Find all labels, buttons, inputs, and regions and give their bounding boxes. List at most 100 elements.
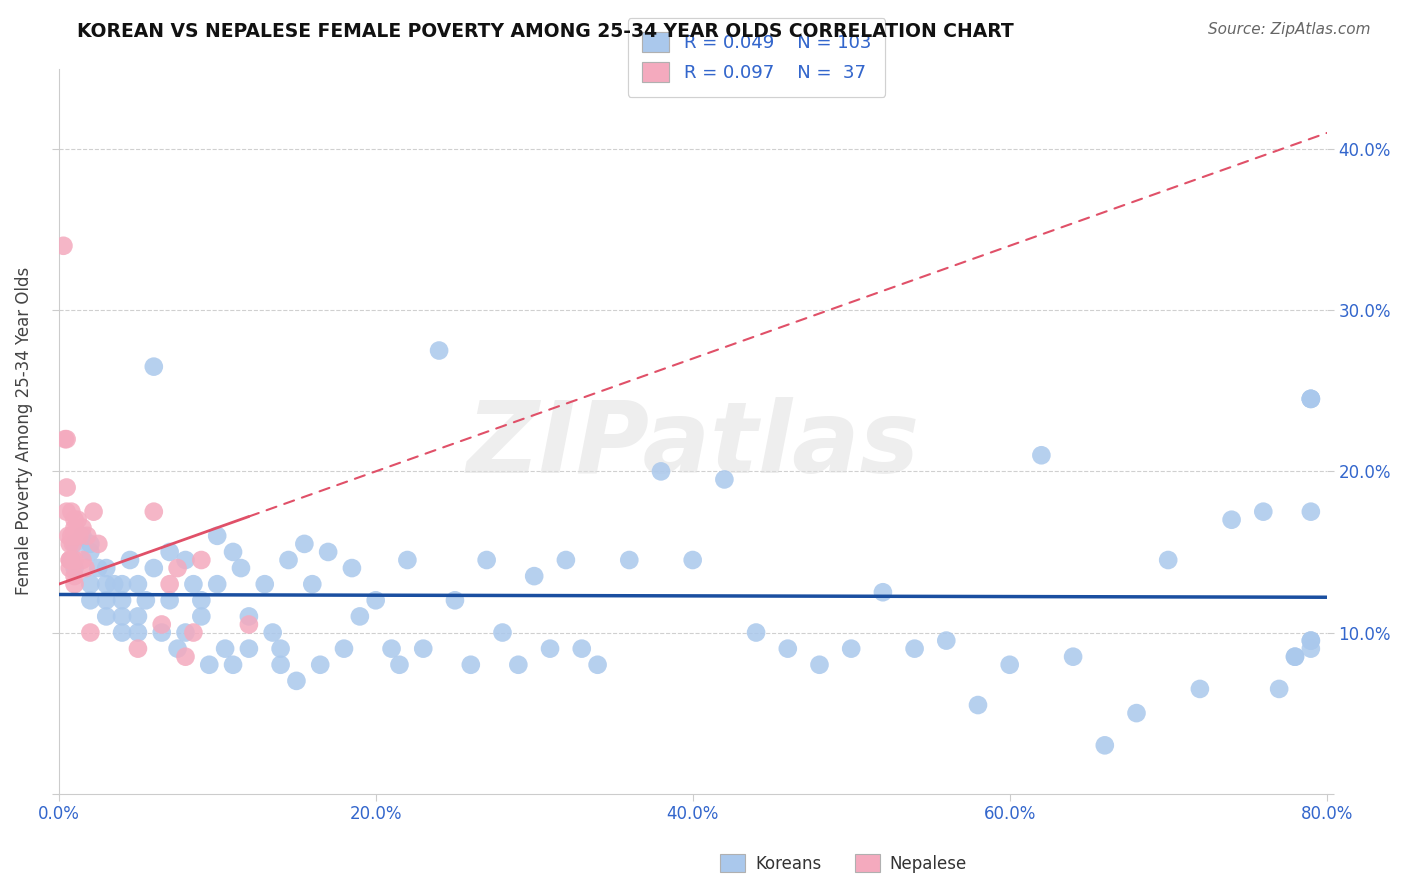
Point [270,641,292,656]
Point [72,521,94,535]
Point [166,641,188,656]
Point [118,553,141,567]
Point [159,593,181,607]
Point [205,529,228,543]
Point [1188,681,1211,696]
Point [277,553,299,567]
Text: ZIPatlas: ZIPatlas [467,397,920,494]
Point [222,657,245,672]
Point [1220,513,1243,527]
Point [508,657,530,672]
Point [96,577,118,591]
Point [190,593,212,607]
Point [872,585,894,599]
Point [682,553,704,567]
Point [55,432,77,446]
Point [619,553,641,567]
Point [713,472,735,486]
Point [1268,681,1291,696]
Point [103,577,125,591]
Point [63,561,86,575]
Point [190,553,212,567]
Point [396,553,419,567]
Point [159,577,181,591]
Point [174,649,197,664]
Point [1062,649,1084,664]
Point [475,553,498,567]
Point [1284,649,1306,664]
Point [127,625,149,640]
Point [63,521,86,535]
Point [316,545,339,559]
Point [183,625,205,640]
Point [586,657,609,672]
Point [808,657,831,672]
Point [96,593,118,607]
Point [59,553,82,567]
Legend: R = 0.049    N = 103, R = 0.097    N =  37: R = 0.049 N = 103, R = 0.097 N = 37 [627,18,886,96]
Point [87,561,110,575]
Point [159,545,181,559]
Point [111,625,134,640]
Point [1284,649,1306,664]
Point [174,625,197,640]
Point [388,657,411,672]
Point [1031,448,1053,462]
Point [309,657,332,672]
Point [190,609,212,624]
Point [60,505,83,519]
Point [60,529,83,543]
Point [59,561,82,575]
Point [79,593,101,607]
Point [142,359,165,374]
Point [63,529,86,543]
Point [150,617,173,632]
Point [127,577,149,591]
Point [270,657,292,672]
Point [59,537,82,551]
Point [745,625,768,640]
Y-axis label: Female Poverty Among 25-34 Year Olds: Female Poverty Among 25-34 Year Olds [15,267,32,595]
Point [66,513,89,527]
Point [214,641,236,656]
Point [166,561,188,575]
Point [111,577,134,591]
Point [229,561,252,575]
Point [1299,633,1322,648]
Point [380,641,402,656]
Point [58,529,80,543]
Point [1299,392,1322,406]
Point [1094,739,1116,753]
Point [111,593,134,607]
Point [1299,505,1322,519]
Point [935,633,957,648]
Point [63,537,86,551]
Point [111,609,134,624]
Point [205,577,228,591]
Point [460,657,482,672]
Point [59,553,82,567]
Point [571,641,593,656]
Text: Source: ZipAtlas.com: Source: ZipAtlas.com [1208,22,1371,37]
Point [538,641,561,656]
Point [1299,392,1322,406]
Point [776,641,799,656]
Point [1253,505,1275,519]
Point [72,553,94,567]
Point [292,537,315,551]
Point [79,625,101,640]
Point [333,641,356,656]
Point [76,529,98,543]
Point [198,657,221,672]
Point [364,593,387,607]
Point [83,505,105,519]
Point [238,609,260,624]
Point [967,698,990,712]
Point [262,625,284,640]
Point [903,641,925,656]
Point [79,577,101,591]
Point [650,464,672,478]
Point [63,569,86,583]
Point [52,239,75,253]
Point [349,609,371,624]
